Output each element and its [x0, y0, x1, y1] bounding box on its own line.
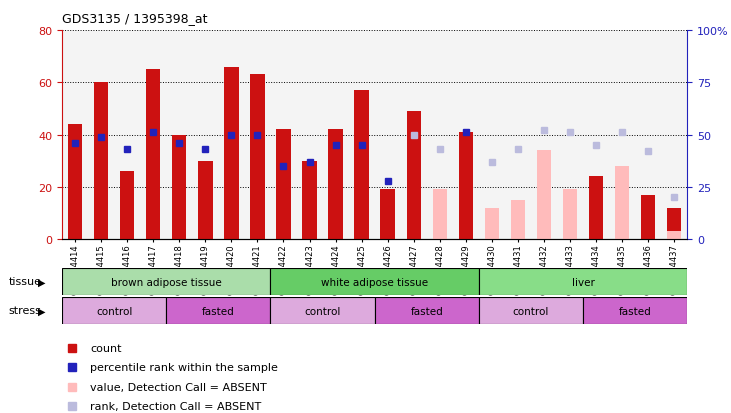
Bar — [94, 83, 108, 240]
Bar — [589, 177, 603, 240]
Text: liver: liver — [572, 277, 594, 287]
Bar — [120, 172, 135, 240]
Text: GDS3135 / 1395398_at: GDS3135 / 1395398_at — [62, 12, 208, 25]
Bar — [198, 161, 213, 240]
Bar — [381, 190, 395, 240]
Bar — [224, 67, 238, 240]
Text: tissue: tissue — [9, 277, 42, 287]
Bar — [270, 268, 479, 295]
Text: ▶: ▶ — [38, 277, 45, 287]
Bar — [276, 130, 291, 240]
Text: control: control — [304, 306, 341, 316]
Bar — [583, 297, 687, 324]
Bar — [458, 133, 473, 240]
Text: count: count — [90, 343, 122, 353]
Bar — [146, 70, 160, 240]
Bar — [479, 297, 583, 324]
Bar — [511, 200, 525, 240]
Text: fasted: fasted — [202, 306, 235, 316]
Bar — [62, 297, 167, 324]
Bar — [62, 268, 270, 295]
Bar — [303, 161, 317, 240]
Bar — [250, 75, 265, 240]
Text: fasted: fasted — [618, 306, 651, 316]
Bar — [167, 297, 270, 324]
Bar — [374, 297, 479, 324]
Bar — [563, 190, 577, 240]
Bar — [537, 151, 551, 240]
Bar — [433, 190, 447, 240]
Bar — [615, 166, 629, 240]
Bar — [667, 232, 681, 240]
Bar — [173, 135, 186, 240]
Text: ▶: ▶ — [38, 306, 45, 316]
Text: value, Detection Call = ABSENT: value, Detection Call = ABSENT — [90, 382, 267, 392]
Text: rank, Detection Call = ABSENT: rank, Detection Call = ABSENT — [90, 401, 262, 411]
Text: percentile rank within the sample: percentile rank within the sample — [90, 362, 278, 372]
Text: fasted: fasted — [410, 306, 443, 316]
Text: brown adipose tissue: brown adipose tissue — [111, 277, 221, 287]
Bar — [406, 112, 421, 240]
Bar — [270, 297, 374, 324]
Text: stress: stress — [9, 306, 42, 316]
Bar — [485, 208, 499, 240]
Bar — [68, 125, 83, 240]
Bar — [667, 208, 681, 240]
Bar — [355, 91, 368, 240]
Bar — [479, 268, 687, 295]
Text: control: control — [512, 306, 549, 316]
Bar — [641, 195, 655, 240]
Text: white adipose tissue: white adipose tissue — [321, 277, 428, 287]
Bar — [328, 130, 343, 240]
Text: control: control — [96, 306, 132, 316]
